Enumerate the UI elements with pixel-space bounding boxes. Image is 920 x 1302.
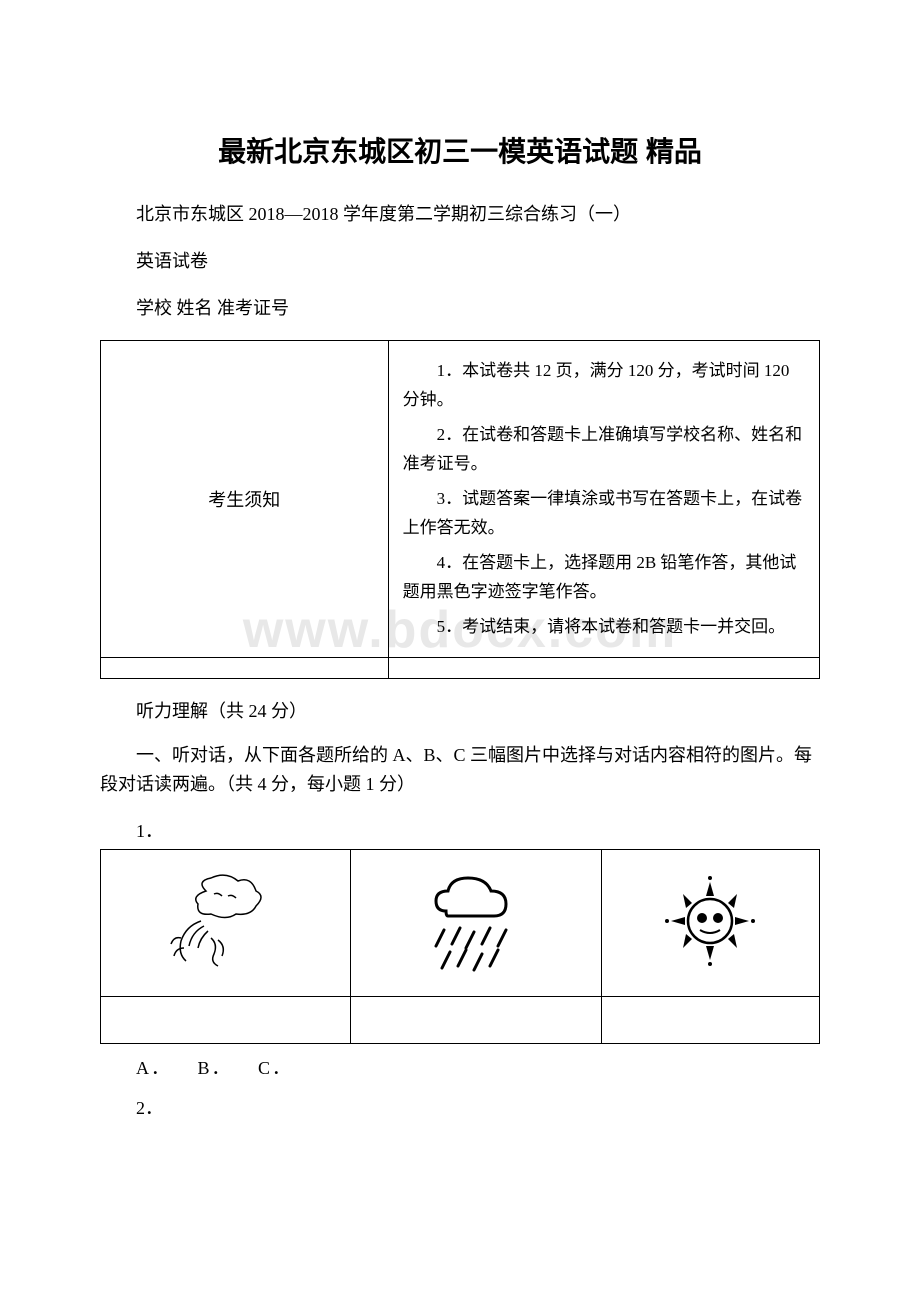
q1-label-a [101,997,351,1044]
notice-item-4: 4．在答题卡上，选择题用 2B 铅笔作答，其他试题用黑色字迹签字笔作答。 [403,549,805,607]
notice-table: 考生须知 1．本试卷共 12 页，满分 120 分，考试时间 120 分钟。 2… [100,340,820,679]
question-2-number: 2． [100,1094,820,1120]
notice-item-2: 2．在试卷和答题卡上准确填写学校名称、姓名和准考证号。 [403,421,805,479]
question-1-options: A． B． C． [100,1054,820,1080]
wind-cloud-icon [156,866,296,976]
notice-empty-left [101,658,389,679]
q1-option-c-cell [601,850,819,997]
document-title: 最新北京东城区初三一模英语试题 精品 [100,130,820,170]
notice-items-cell: 1．本试卷共 12 页，满分 120 分，考试时间 120 分钟。 2．在试卷和… [388,341,819,658]
notice-item-5: 5．考试结束，请将本试卷和答题卡一并交回。 [403,613,805,642]
listening-section-head: 听力理解（共 24 分） [100,697,820,723]
q1-label-c [601,997,819,1044]
q1-option-a-cell [101,850,351,997]
notice-item-3: 3．试题答案一律填涂或书写在答题卡上，在试卷上作答无效。 [403,485,805,543]
sun-icon [650,866,770,976]
notice-label: 考生须知 [208,490,280,510]
q1-option-b-cell [351,850,601,997]
notice-empty-right [388,658,819,679]
rain-cloud-icon [406,866,546,976]
question-group-intro: 一、听对话，从下面各题所给的 A、B、C 三幅图片中选择与对话内容相符的图片。每… [100,741,820,799]
exam-subtitle-1: 北京市东城区 2018—2018 学年度第二学期初三综合练习（一） [100,200,820,229]
notice-label-cell: 考生须知 [101,341,389,658]
q1-label-b [351,997,601,1044]
question-1-image-table [100,849,820,1044]
exam-subtitle-2: 英语试卷 [100,247,820,276]
fill-in-line: 学校 姓名 准考证号 [100,294,820,323]
notice-item-1: 1．本试卷共 12 页，满分 120 分，考试时间 120 分钟。 [403,357,805,415]
question-1-number: 1． [100,817,820,843]
document-page: www.bdocx.com 最新北京东城区初三一模英语试题 精品 北京市东城区 … [0,0,920,1166]
